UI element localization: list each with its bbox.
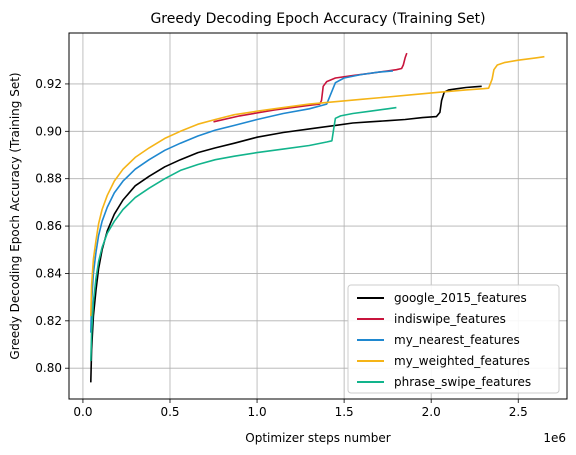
legend-entry-label: my_nearest_features [394,333,520,347]
y-tick-label: 0.92 [35,77,62,91]
series-line-my-weighted-features [90,55,545,317]
series-line-phrase-swipe-features [90,106,397,362]
x-tick-label: 0.0 [73,405,92,419]
x-tick-label: 0.5 [160,405,179,419]
y-axis-label: Greedy Decoding Epoch Accuracy (Training… [8,72,22,359]
legend-entry-label: my_weighted_features [394,354,530,368]
y-tick-label: 0.80 [35,361,62,375]
y-tick-label: 0.86 [35,219,62,233]
series-line-my-nearest-features [90,70,393,333]
y-tick-label: 0.84 [35,266,62,280]
legend-entry-label: google_2015_features [394,291,527,305]
x-axis-offset-label: 1e6 [543,431,566,445]
y-tick-label: 0.88 [35,172,62,186]
x-tick-label: 2.5 [509,405,528,419]
axis-ticks: 0.0 0.5 1.0 1.5 2.0 2.5 0.80 0.82 0.84 0.86 0.88 0.… [35,77,528,419]
x-tick-label: 1.5 [335,405,354,419]
plot-frame [68,32,568,400]
series-line-indiswipe-features [213,52,408,123]
plot-lines [90,52,545,383]
legend-box [347,284,560,394]
legend: google_2015_features indiswipe_featuresmy… [347,284,560,394]
x-axis-label: Optimizer steps number [245,431,390,445]
y-tick-label: 0.82 [35,314,62,328]
legend-entry-label: phrase_swipe_features [394,375,531,389]
y-tick-label: 0.90 [35,124,62,138]
grid-lines [69,33,567,399]
x-tick-label: 1.0 [248,405,267,419]
chart-title: Greedy Decoding Epoch Accuracy (Training… [150,11,485,27]
legend-entry-label: indiswipe_features [394,312,506,326]
x-tick-label: 2.0 [422,405,441,419]
